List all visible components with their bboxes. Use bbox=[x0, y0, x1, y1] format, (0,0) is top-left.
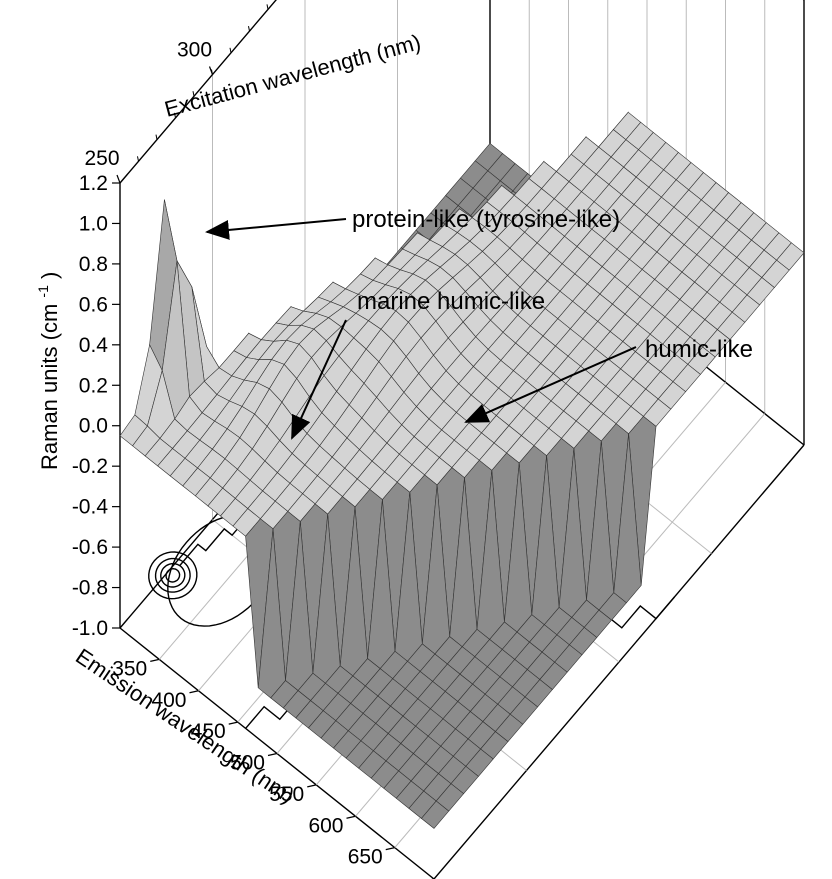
x-tick-label: 300 bbox=[177, 39, 212, 62]
z-tick-label: -0.8 bbox=[72, 577, 108, 600]
y-tick-label: 700 bbox=[387, 877, 422, 879]
z-tick-label: 1.0 bbox=[79, 212, 108, 235]
annotation-humic-like: humic-like bbox=[645, 336, 753, 363]
annotations: protein-like (tyrosine-like) marine humi… bbox=[352, 206, 753, 363]
z-tick-label: 1.2 bbox=[79, 172, 108, 195]
z-tick-label: 0.4 bbox=[79, 334, 109, 357]
y-tick bbox=[150, 658, 160, 662]
annotation-arrow bbox=[464, 346, 637, 423]
y-tick-label: 500 bbox=[230, 752, 265, 775]
axis-ticks: -1.0 -0.8 -0.6 -0.4 -0.2 0.0 0.2 0.4 0.6 0.8 1.0 1.… bbox=[72, 4, 434, 879]
annotation-arrow bbox=[291, 319, 347, 440]
z-tick-label: 0.2 bbox=[79, 374, 108, 397]
z-tick-label: -0.2 bbox=[72, 455, 108, 478]
y-tick-label: 350 bbox=[112, 657, 147, 680]
annotation-protein-like: protein-like (tyrosine-like) bbox=[352, 206, 620, 233]
z-tick-label: 0.0 bbox=[79, 415, 108, 438]
y-tick-label: 600 bbox=[308, 814, 343, 837]
y-tick-label: 650 bbox=[348, 846, 383, 869]
y-tick bbox=[228, 721, 238, 725]
annotation-arrow bbox=[205, 218, 347, 240]
frame-edge bbox=[119, 0, 277, 184]
raman-axis-title: Raman units (cm -1 ) bbox=[28, 272, 62, 470]
contour-line bbox=[148, 551, 198, 600]
z-tick-label: 0.6 bbox=[79, 293, 108, 316]
x-tick-label: 250 bbox=[84, 147, 119, 170]
contour-line bbox=[160, 563, 186, 588]
y-tick bbox=[385, 847, 395, 851]
x-minor-tick bbox=[248, 26, 250, 32]
z-tick-label: -1.0 bbox=[72, 617, 108, 640]
x-minor-tick bbox=[229, 47, 232, 53]
y-tick bbox=[307, 784, 317, 788]
y-tick bbox=[189, 690, 199, 694]
z-tick-label: 0.8 bbox=[79, 253, 108, 276]
z-tick-label: -0.6 bbox=[72, 536, 108, 559]
x-minor-tick bbox=[174, 112, 176, 118]
surface-mesh bbox=[119, 111, 805, 829]
y-tick-label: 400 bbox=[151, 689, 186, 712]
y-tick bbox=[346, 815, 356, 819]
x-minor-tick bbox=[155, 134, 158, 140]
x-minor-tick bbox=[137, 156, 139, 162]
raman-axis-title-main: Raman units (cm bbox=[37, 304, 62, 470]
surface-patch bbox=[420, 800, 450, 829]
y-tick-label: 450 bbox=[191, 720, 226, 743]
z-tick-label: -0.4 bbox=[72, 496, 109, 519]
x-minor-tick bbox=[266, 4, 269, 10]
y-tick bbox=[267, 752, 278, 757]
raman-axis-title-close: ) bbox=[37, 272, 62, 279]
raman-axis-title-sup: -1 bbox=[35, 285, 51, 298]
contour-line bbox=[154, 557, 191, 593]
x-tick bbox=[116, 174, 121, 184]
x-minor-tick bbox=[211, 69, 213, 75]
y-tick-label: 550 bbox=[269, 783, 304, 806]
annotation-arrows bbox=[205, 218, 637, 440]
x-minor-tick bbox=[192, 91, 195, 97]
annotation-marine-humic-like: marine humic-like bbox=[357, 288, 545, 315]
